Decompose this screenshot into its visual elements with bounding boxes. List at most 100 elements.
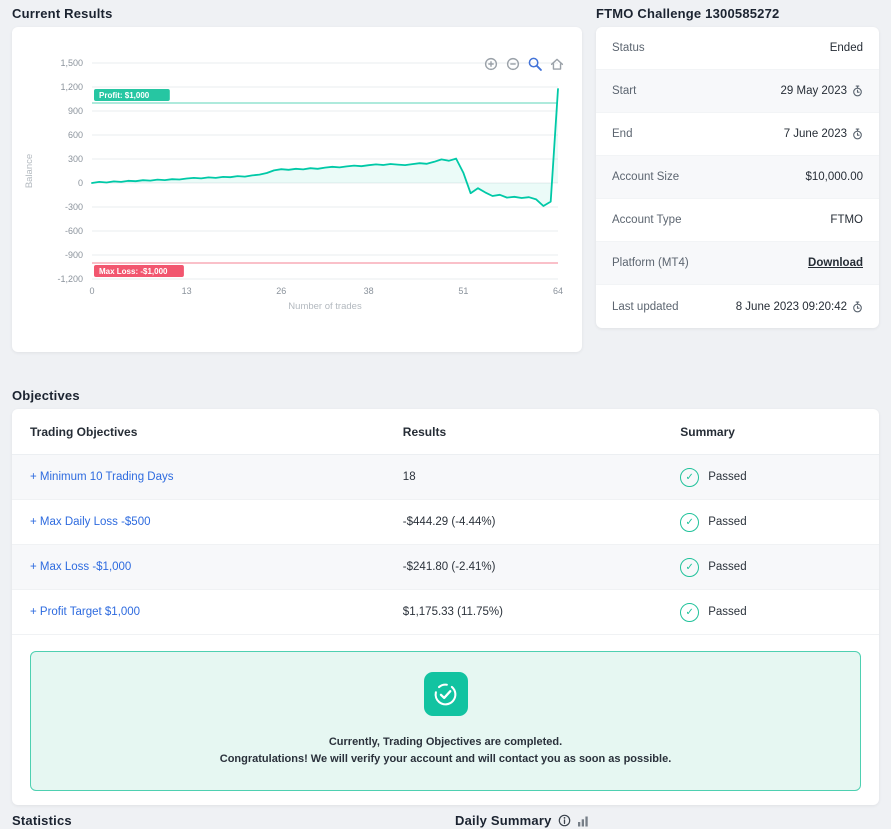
passed-check-icon: ✓ [680,557,700,577]
daily-summary-section: Daily Summary [455,813,879,828]
svg-text:1,500: 1,500 [60,58,83,68]
account-row-label: Platform (MT4) [612,257,689,269]
account-row-value: FTMO [830,214,863,226]
account-row-status: Status Ended [596,27,879,70]
current-results-heading: Current Results [12,6,113,21]
account-row-label: Start [612,85,637,97]
balance-chart-card: 1,500 1,200 900 600 300 0 -300 -600 -900 -1,200 0 1… [12,27,582,352]
objective-result: -$444.29 (-4.44%) [402,516,496,528]
account-row-label: Last updated [612,300,679,313]
svg-text:-600: -600 [65,226,83,236]
svg-text:0: 0 [78,178,83,188]
account-row-value: $10,000.00 [805,171,863,183]
objective-row: + Max Loss -$1,000 -$241.80 (-2.41%) ✓ Pass… [12,545,879,590]
challenge-column: FTMO Challenge 1300585272 Status Ended Sta… [596,6,879,352]
account-row-label: Account Size [612,171,680,183]
completion-message-box: Currently, Trading Objectives are comple… [30,651,861,791]
objectives-table-body: + Minimum 10 Trading Days 18 ✓ Passed + Max … [12,455,879,635]
svg-text:38: 38 [364,286,374,296]
objective-summary: ✓ Passed [662,557,879,577]
platform-download-link[interactable]: Download [808,257,863,269]
objective-link[interactable]: + Max Loss -$1,000 [30,561,132,573]
col-trading-objectives: Trading Objectives [30,424,138,439]
objective-link[interactable]: + Minimum 10 Trading Days [30,471,174,483]
bottom-section: Statistics Daily Summary [12,813,879,828]
account-row-start: Start 29 May 2023 [596,70,879,113]
passed-check-icon: ✓ [680,512,700,532]
svg-text:0: 0 [89,286,94,296]
objective-summary: ✓ Passed [662,602,879,622]
statistics-section: Statistics [12,813,455,828]
account-row-account-size: Account Size $10,000.00 [596,156,879,199]
account-row-last-updated: Last updated 8 June 2023 09:20:42 [596,285,879,328]
account-row-account-type: Account Type FTMO [596,199,879,242]
account-row-label: Status [612,42,645,54]
col-summary: Summary [680,424,735,439]
clock-icon [853,128,862,140]
passed-label: Passed [708,516,747,528]
objective-row: + Max Daily Loss -$500 -$444.29 (-4.44%) ✓… [12,500,879,545]
objective-row: + Profit Target $1,000 $1,175.33 (11.75%)… [12,590,879,635]
objective-link[interactable]: + Max Daily Loss -$500 [30,516,151,528]
passed-check-icon: ✓ [680,602,700,622]
svg-text:64: 64 [553,286,563,296]
col-results: Results [402,424,447,439]
svg-text:600: 600 [68,130,83,140]
verified-check-icon [423,672,468,716]
objectives-heading: Objectives [12,388,80,403]
account-table: Status Ended Start 29 May 2023 End 7 June 202… [596,27,879,328]
objectives-table-header: Trading Objectives Results Summary [12,409,879,455]
account-row-value: 8 June 2023 09:20:42 [736,301,863,313]
account-row-label: End [612,128,633,140]
svg-text:-900: -900 [65,250,83,260]
objective-link[interactable]: + Profit Target $1,000 [30,606,141,618]
svg-text:13: 13 [182,286,192,296]
profit-target-line-badge [94,89,170,101]
clock-icon [853,85,862,97]
svg-text:Profit: $1,000: Profit: $1,000 [99,91,150,100]
account-row-label: Account Type [612,214,682,226]
passed-label: Passed [708,561,747,573]
account-row-platform: Platform (MT4) Download [596,242,879,285]
svg-text:-1,200: -1,200 [57,274,83,284]
current-results-column: Current Results 1,500 1,200 9 [12,6,582,352]
bar-chart-icon[interactable] [577,815,589,827]
objective-result: -$241.80 (-2.41%) [402,561,496,573]
svg-text:51: 51 [458,286,468,296]
svg-text:300: 300 [68,154,83,164]
objective-summary: ✓ Passed [662,512,879,532]
daily-summary-heading: Daily Summary [455,813,552,828]
account-row-value: 7 June 2023 [784,128,863,140]
top-section: Current Results 1,500 1,200 9 [12,6,879,352]
account-row-value: 29 May 2023 [781,85,864,97]
reset-home-icon[interactable] [550,57,564,71]
svg-text:Number of trades: Number of trades [288,301,362,312]
passed-label: Passed [708,471,747,483]
clock-icon [853,301,862,312]
objective-result: $1,175.33 (11.75%) [402,606,503,618]
account-row-end: End 7 June 2023 [596,113,879,156]
completion-message-line2: Congratulations! We will verify your acc… [219,753,672,765]
chart-modebar [484,57,564,71]
zoom-out-icon[interactable] [506,57,520,71]
zoom-in-icon[interactable] [484,57,498,71]
svg-text:Max Loss: -$1,000: Max Loss: -$1,000 [99,267,168,276]
info-icon[interactable] [558,814,571,827]
passed-label: Passed [708,606,747,618]
svg-text:26: 26 [276,286,286,296]
balance-chart-svg[interactable]: 1,500 1,200 900 600 300 0 -300 -600 -900 -1,200 0 1… [18,37,570,339]
zoom-box-icon[interactable] [528,57,542,71]
objective-summary: ✓ Passed [662,467,879,487]
passed-check-icon: ✓ [680,467,700,487]
max-loss-line-badge [94,265,184,277]
svg-text:Balance: Balance [24,154,35,188]
svg-text:1,200: 1,200 [60,82,83,92]
challenge-heading: FTMO Challenge 1300585272 [596,6,780,21]
account-row-value: Ended [829,42,863,54]
objective-result: 18 [402,471,416,483]
objective-row: + Minimum 10 Trading Days 18 ✓ Passed [12,455,879,500]
objectives-card: Trading Objectives Results Summary + Min… [12,409,879,805]
svg-text:-300: -300 [65,202,83,212]
svg-text:900: 900 [68,106,83,116]
